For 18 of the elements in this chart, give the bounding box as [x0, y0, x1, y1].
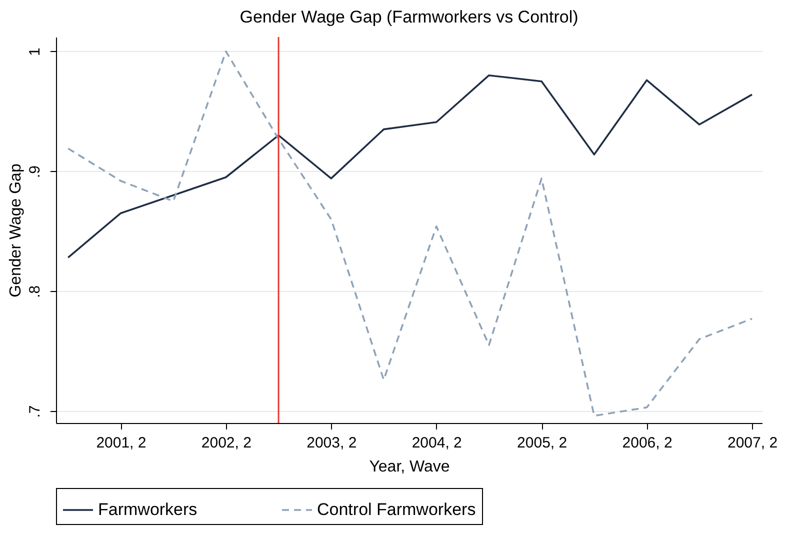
y-tick-label: .8 — [26, 285, 44, 298]
y-tick-label: .7 — [26, 405, 44, 418]
y-tick-label: 1 — [26, 48, 44, 56]
x-tick-label: 2001, 2 — [96, 434, 146, 452]
x-tick-label: 2005, 2 — [517, 434, 568, 452]
x-tick-label: 2007, 2 — [727, 434, 778, 452]
x-tick-label: 2003, 2 — [306, 434, 357, 452]
x-tick-label: 2002, 2 — [201, 434, 252, 452]
chart-title: Gender Wage Gap (Farmworkers vs Control) — [240, 7, 578, 26]
y-tick-label: .9 — [26, 166, 44, 178]
line-series — [67, 74, 753, 258]
legend-label: Farmworkers — [98, 500, 198, 519]
x-axis-title: Year, Wave — [369, 458, 450, 476]
x-tick-label: 2006, 2 — [622, 434, 672, 452]
y-axis-title: Gender Wage Gap — [8, 164, 24, 298]
x-tick-label: 2004, 2 — [412, 434, 462, 452]
line-series — [67, 50, 753, 417]
legend-label: Control Farmworkers — [317, 500, 476, 519]
